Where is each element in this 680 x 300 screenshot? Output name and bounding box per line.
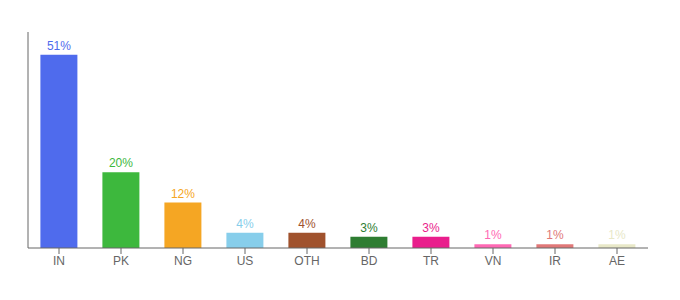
svg-text:VN: VN xyxy=(485,254,502,268)
svg-text:IN: IN xyxy=(53,254,65,268)
svg-text:1%: 1% xyxy=(546,228,564,242)
svg-text:4%: 4% xyxy=(298,217,316,231)
svg-text:TR: TR xyxy=(423,254,439,268)
svg-text:AE: AE xyxy=(609,254,625,268)
svg-text:12%: 12% xyxy=(171,187,195,201)
svg-text:3%: 3% xyxy=(422,221,440,235)
svg-text:3%: 3% xyxy=(360,221,378,235)
svg-text:20%: 20% xyxy=(109,156,133,170)
svg-text:PK: PK xyxy=(113,254,129,268)
svg-text:1%: 1% xyxy=(484,228,502,242)
svg-text:IR: IR xyxy=(549,254,561,268)
svg-text:51%: 51% xyxy=(47,39,71,53)
svg-text:OTH: OTH xyxy=(294,254,319,268)
svg-text:BD: BD xyxy=(361,254,378,268)
svg-text:NG: NG xyxy=(174,254,192,268)
svg-text:US: US xyxy=(237,254,254,268)
svg-text:1%: 1% xyxy=(608,228,626,242)
svg-text:4%: 4% xyxy=(236,217,254,231)
